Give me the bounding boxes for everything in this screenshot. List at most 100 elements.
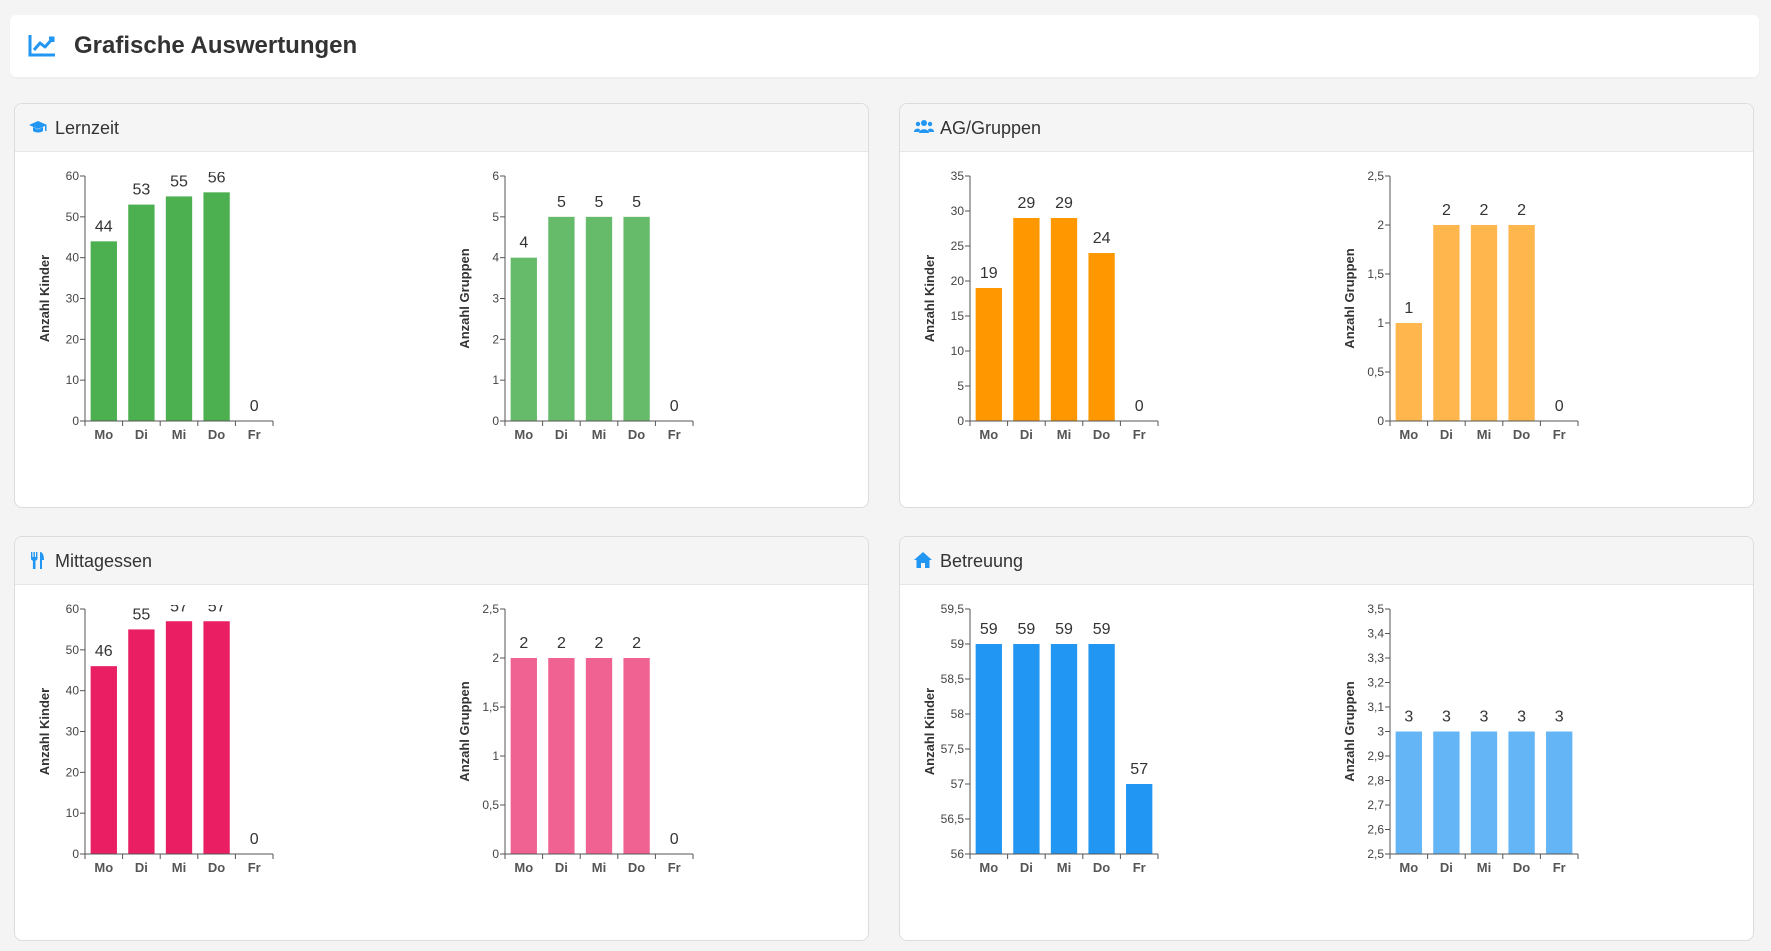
y-tick-label: 0,5 [482,798,499,812]
y-tick-label: 2,6 [1367,823,1384,837]
x-tick-label-Mo: Mo [514,427,533,442]
y-tick-label: 0 [492,414,499,428]
y-tick-label: 5 [492,210,499,224]
y-tick-label: 59,5 [941,602,965,616]
value-label-Mo: 4 [519,235,528,252]
value-label-Do: 56 [208,169,226,186]
x-tick-label-Mo: Mo [979,860,998,875]
y-tick-label: 0 [72,847,79,861]
bar-Mo [90,241,117,421]
y-tick-label: 10 [66,806,80,820]
value-label-Di: 55 [133,606,151,623]
x-tick-label-Di: Di [555,427,568,442]
bars-group: 1 2 2 2 0 [1395,202,1564,421]
value-label-Fr: 0 [1555,398,1564,415]
y-tick-label: 1 [492,373,499,387]
y-tick-label: 0 [72,414,79,428]
y-tick-label: 58 [951,707,965,721]
x-tick-label-Do: Do [628,860,645,875]
y-tick-label: 2 [492,651,499,665]
y-tick-label: 2,5 [1367,169,1384,183]
y-tick-label: 20 [951,274,965,288]
panel-header: Betreuung [900,537,1753,585]
y-tick-label: 2 [492,332,499,346]
value-label-Di: 3 [1442,709,1451,726]
panel-betreuung: Betreuung 59 59 59 59 57 56 56,5 57 57,5 58 58,5 59… [899,536,1754,941]
y-tick-label: 2,5 [1367,847,1384,861]
x-tick-label-Mo: Mo [979,427,998,442]
utensils-icon [29,552,45,575]
y-tick-label: 58,5 [941,672,965,686]
y-tick-label: 1 [492,749,499,763]
panel-header: AG/Gruppen [900,104,1753,152]
bar-Fr [1546,731,1573,854]
value-label-Mi: 3 [1480,709,1489,726]
bar-Di [1013,218,1040,421]
bar-Mo [510,257,537,421]
x-tick-label-Mo: Mo [94,427,113,442]
bar-Mi [585,216,613,421]
x-tick-label-Mi: Mi [1477,860,1491,875]
x-tick-label-Fr: Fr [248,427,261,442]
y-tick-label: 40 [66,251,80,265]
chart-ag-kinder: 19 29 29 24 0 0 5 10 15 20 25 30 35 Mo Di Mi Do Fr Anzahl … [922,169,1159,442]
y-axis-label: Anzahl Kinder [37,255,52,342]
value-label-Mi: 2 [595,635,604,652]
bars-group: 19 29 29 24 0 [975,195,1144,421]
bar-Mo [510,658,537,854]
x-tick-label-Fr: Fr [1133,860,1146,875]
y-tick-label: 60 [66,602,80,616]
value-label-Do: 24 [1093,230,1111,247]
y-tick-label: 56,5 [941,812,965,826]
bar-Di [128,629,155,854]
value-label-Do: 2 [1517,202,1526,219]
bar-Do [203,192,230,421]
x-tick-label-Mo: Mo [1399,860,1418,875]
bar-Mo [1395,731,1422,854]
y-tick-label: 3,2 [1367,676,1384,690]
bar-Mo [90,666,117,854]
chart-lernzeit-gruppen: 4 5 5 5 0 0 1 2 3 4 5 6 Mo Di Mi Do Fr Anzahl Gruppen [457,169,694,442]
value-label-Mi: 57 [170,598,188,615]
panel-header: Lernzeit [15,104,868,152]
x-tick-label-Di: Di [1440,427,1453,442]
bar-Mi [165,621,193,854]
bar-Do [1508,731,1535,854]
bar-Di [1433,225,1460,421]
x-tick-label-Do: Do [1513,860,1530,875]
y-tick-label: 0 [957,414,964,428]
y-tick-label: 4 [492,251,499,265]
y-tick-label: 1 [1377,316,1384,330]
x-tick-label-Mo: Mo [514,860,533,875]
y-axis-label: Anzahl Kinder [922,688,937,775]
y-tick-label: 50 [66,643,80,657]
value-label-Mo: 46 [95,643,113,660]
home-icon [914,552,932,573]
value-label-Mo: 44 [95,218,113,235]
bar-Do [1088,644,1115,854]
panel-title: Mittagessen [55,551,153,571]
x-tick-label-Do: Do [1093,860,1110,875]
value-label-Mo: 2 [519,635,528,652]
value-label-Fr: 57 [1130,761,1148,778]
x-tick-label-Mo: Mo [1399,427,1418,442]
value-label-Fr: 3 [1555,709,1564,726]
panel-mittagessen: Mittagessen 46 55 57 57 0 0 10 20 30 40 50 60 Mo Di Mi… [14,536,869,941]
y-tick-label: 25 [951,239,965,253]
value-label-Do: 3 [1517,709,1526,726]
bar-Di [1013,644,1040,854]
bars-group: 46 55 57 57 0 [90,598,259,854]
value-label-Fr: 0 [250,398,259,415]
y-tick-label: 2,5 [482,602,499,616]
bars-group: 44 53 55 56 0 [90,169,259,421]
page-header: Grafische Auswertungen [10,15,1759,77]
value-label-Mi: 55 [170,173,188,190]
x-tick-label-Fr: Fr [1133,427,1146,442]
x-tick-label-Di: Di [1440,860,1453,875]
chart-mittagessen-gruppen: 2 2 2 2 0 0 0,5 1 1,5 2 2,5 Mo Di Mi Do Fr Anzahl Gruppe… [457,602,694,875]
y-axis-label: Anzahl Kinder [37,688,52,775]
value-label-Do: 5 [632,194,641,211]
chart-mittagessen-kinder: 46 55 57 57 0 0 10 20 30 40 50 60 Mo Di Mi Do Fr Anzahl K… [37,598,274,875]
value-label-Di: 29 [1018,195,1036,212]
y-axis-label: Anzahl Gruppen [457,681,472,781]
